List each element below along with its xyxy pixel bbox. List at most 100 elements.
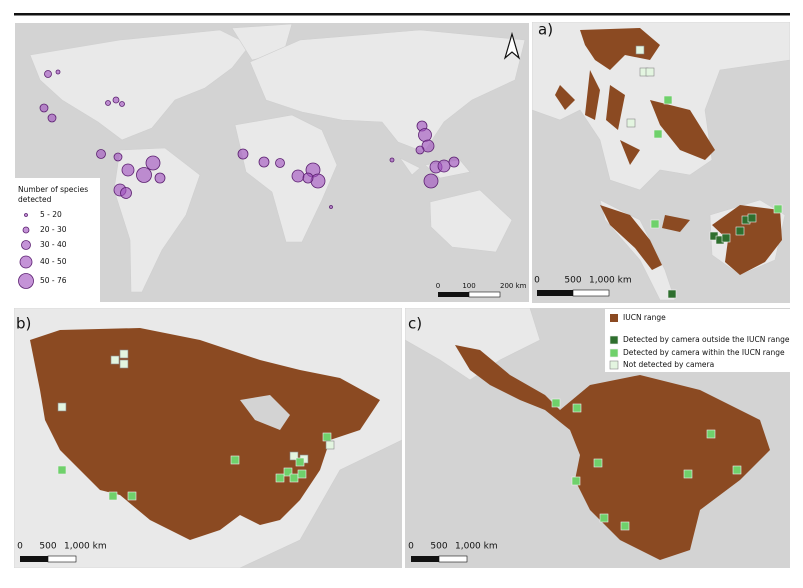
legend-label: 20 - 30 xyxy=(40,225,67,234)
scale-label: 1,000 km xyxy=(64,542,107,552)
species-bubble xyxy=(415,145,425,155)
panel-b xyxy=(14,308,402,568)
iucn-range xyxy=(650,100,715,160)
species-bubble xyxy=(105,100,111,106)
iucn-range xyxy=(555,85,640,165)
scale-label: 200 km xyxy=(500,282,527,290)
camera-site xyxy=(108,491,118,501)
panel-a xyxy=(532,22,790,303)
camera-site xyxy=(295,457,305,467)
scale-label: 500 xyxy=(564,276,581,286)
species-bubbles xyxy=(39,69,460,209)
camera-site xyxy=(322,432,332,442)
camera-site xyxy=(626,118,636,128)
scale-bar xyxy=(438,292,469,297)
camera-site xyxy=(773,204,783,214)
species-bubble xyxy=(437,159,451,173)
species-bubble xyxy=(423,173,439,189)
camera-site xyxy=(551,398,561,408)
world-map: Number of species detected 5 - 20 20 - 30… xyxy=(14,22,530,303)
species-bubble xyxy=(113,152,123,162)
legend-label: Detected by camera within the IUCN range xyxy=(623,348,785,357)
legend-label: 5 - 20 xyxy=(40,210,62,219)
camera-site xyxy=(110,355,120,365)
camera-site xyxy=(667,289,677,299)
species-bubble xyxy=(39,103,49,113)
iucn-range xyxy=(30,328,380,540)
species-bubble xyxy=(418,128,432,142)
land xyxy=(429,189,513,253)
scale-label: 0 xyxy=(17,542,23,552)
iucn-range xyxy=(585,70,625,130)
species-bubble xyxy=(421,139,435,153)
camera-site xyxy=(283,467,293,477)
species-bubble xyxy=(329,205,333,209)
species-bubble xyxy=(145,155,161,171)
ocean xyxy=(240,395,290,430)
scale-bar xyxy=(468,291,501,298)
species-bubble xyxy=(302,172,314,184)
camera-site xyxy=(230,455,240,465)
camera-site xyxy=(732,465,742,475)
bubble-legend: 5 - 20 20 - 30 30 - 40 40 - 50 50 - 76 xyxy=(18,210,67,289)
camera-site xyxy=(571,476,581,486)
iucn-range xyxy=(712,205,782,275)
legend-bubble xyxy=(18,273,34,289)
scale-label: 100 xyxy=(462,282,475,290)
camera-site xyxy=(663,95,673,105)
legend-bubble xyxy=(24,213,28,217)
species-bubble xyxy=(389,157,395,163)
scale-bar xyxy=(20,556,48,562)
legend-box xyxy=(605,309,790,372)
scale-label: 0 xyxy=(408,542,414,552)
species-bubble xyxy=(310,173,326,189)
species-bubble xyxy=(121,163,135,177)
land xyxy=(29,29,251,141)
legend-swatch xyxy=(610,314,618,322)
camera-markers xyxy=(57,349,335,501)
camera-site xyxy=(747,213,757,223)
legend-label: 30 - 40 xyxy=(40,240,67,249)
bubble-legend-title: Number of species xyxy=(18,185,88,194)
species-bubble xyxy=(258,156,270,168)
camera-site xyxy=(599,513,609,523)
camera-site xyxy=(735,226,745,236)
species-bubble xyxy=(136,167,152,183)
camera-site xyxy=(119,359,129,369)
land xyxy=(249,29,526,153)
legend-swatch xyxy=(609,360,619,370)
species-bubble xyxy=(112,96,120,104)
camera-site xyxy=(119,349,129,359)
camera-site xyxy=(650,219,660,229)
legend-label: 50 - 76 xyxy=(40,276,67,285)
camera-site xyxy=(297,469,307,479)
camera-markers xyxy=(626,45,783,299)
camera-site xyxy=(683,469,693,479)
species-bubble xyxy=(44,70,52,78)
legend-label: Not detected by camera xyxy=(623,360,714,369)
camera-site xyxy=(572,403,582,413)
north-arrow xyxy=(503,31,521,60)
camera-site xyxy=(289,473,299,483)
species-bubble xyxy=(237,148,249,160)
land xyxy=(113,147,201,293)
species-bubble xyxy=(120,187,132,199)
panel-label: c) xyxy=(408,315,422,333)
land xyxy=(234,114,338,243)
top-rule xyxy=(14,13,790,16)
iucn-range xyxy=(662,215,690,232)
camera-site xyxy=(275,473,285,483)
panel-label: b) xyxy=(16,315,31,333)
scale-label: 500 xyxy=(39,542,56,552)
species-bubble xyxy=(291,169,305,183)
camera-site xyxy=(645,67,655,77)
panel-label: a) xyxy=(538,21,553,39)
camera-site xyxy=(593,458,603,468)
camera-site xyxy=(289,451,299,461)
legend-label: 40 - 50 xyxy=(40,257,67,266)
legend-label: Detected by camera outside the IUCN rang… xyxy=(623,335,790,344)
legend-bubble xyxy=(22,226,30,234)
camera-site xyxy=(325,440,335,450)
bubble-legend-title: detected xyxy=(18,195,52,204)
